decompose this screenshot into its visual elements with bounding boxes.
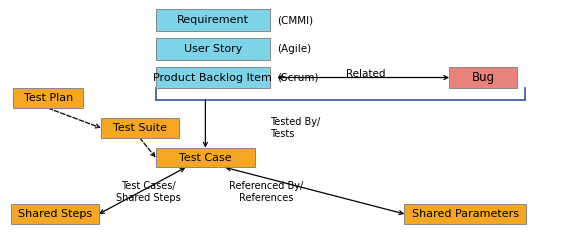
FancyBboxPatch shape (11, 204, 99, 224)
Text: Test Cases/
Shared Steps: Test Cases/ Shared Steps (116, 181, 181, 203)
Text: (CMMI): (CMMI) (277, 15, 313, 25)
FancyBboxPatch shape (449, 67, 517, 88)
Text: Shared Parameters: Shared Parameters (411, 209, 519, 219)
Text: Tested By/
Tests: Tested By/ Tests (270, 117, 320, 139)
Text: (Agile): (Agile) (277, 44, 311, 54)
FancyBboxPatch shape (101, 118, 179, 138)
Text: Test Case: Test Case (179, 153, 231, 163)
Text: Bug: Bug (472, 71, 494, 84)
FancyBboxPatch shape (405, 204, 526, 224)
Text: Product Backlog Item: Product Backlog Item (154, 73, 272, 83)
Text: User Story: User Story (184, 44, 242, 54)
Text: Test Suite: Test Suite (113, 123, 167, 133)
Text: Test Plan: Test Plan (23, 93, 73, 103)
FancyBboxPatch shape (156, 9, 270, 31)
Text: Requirement: Requirement (177, 15, 249, 25)
Text: Referenced By/
References: Referenced By/ References (229, 181, 303, 203)
FancyBboxPatch shape (13, 88, 83, 108)
FancyBboxPatch shape (156, 67, 270, 88)
FancyBboxPatch shape (156, 148, 255, 168)
Text: Related: Related (346, 69, 386, 79)
Text: (Scrum): (Scrum) (277, 73, 319, 83)
Text: Shared Steps: Shared Steps (18, 209, 92, 219)
FancyBboxPatch shape (156, 38, 270, 60)
